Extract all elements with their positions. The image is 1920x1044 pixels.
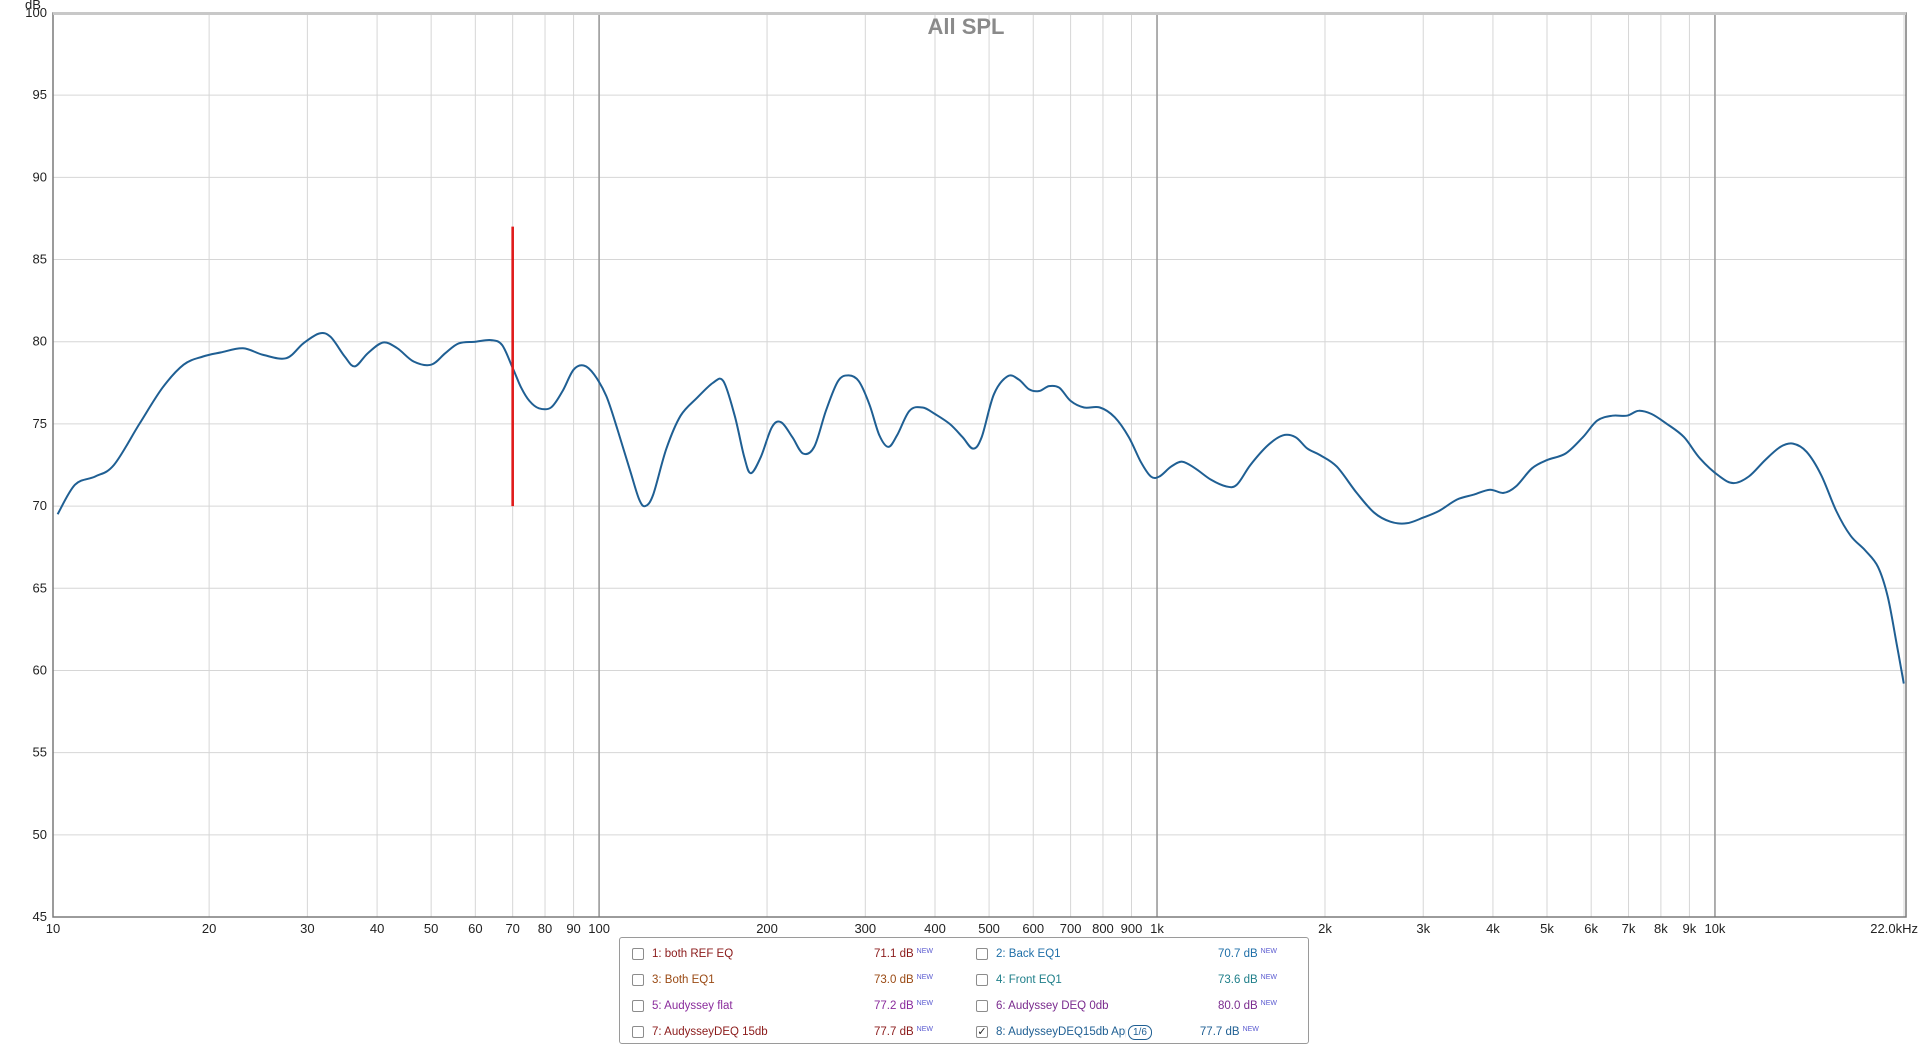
legend-checkbox[interactable] xyxy=(976,1000,988,1012)
legend-value: 77.2 dB xyxy=(874,1000,914,1012)
legend-label: 8: AudysseyDEQ15db App xyxy=(996,1026,1126,1038)
y-tick-label: 95 xyxy=(33,87,47,102)
legend-item[interactable]: 2: Back EQ1 70.7 dB NEW xyxy=(976,944,1277,964)
axis-tick-labels: 45 50 55 60 65 70 75 80 85 90 95 100 10 20 30 40 50 60 70 8… xyxy=(25,5,1918,936)
legend-checkbox[interactable] xyxy=(632,974,644,986)
x-tick-label: 500 xyxy=(978,921,1000,936)
new-badge: NEW xyxy=(916,947,933,955)
new-badge: NEW xyxy=(916,973,933,981)
x-tick-label: 3k xyxy=(1416,921,1430,936)
x-tick-label: 900 xyxy=(1121,921,1143,936)
y-tick-label: 100 xyxy=(25,5,47,20)
y-tick-label: 75 xyxy=(33,416,47,431)
x-tick-label: 60 xyxy=(468,921,482,936)
y-tick-label: 65 xyxy=(33,580,47,595)
x-tick-label: 20 xyxy=(202,921,216,936)
legend-checkbox[interactable] xyxy=(976,948,988,960)
legend-label: 3: Both EQ1 xyxy=(652,974,715,986)
legend-checkbox[interactable] xyxy=(632,1026,644,1038)
y-axis-unit-label: dB xyxy=(25,0,41,12)
x-tick-label: 1k xyxy=(1150,921,1164,936)
legend-item[interactable]: 7: AudysseyDEQ 15db 77.7 dB NEW xyxy=(632,1022,933,1042)
legend-value: 77.7 dB xyxy=(1199,1026,1240,1038)
legend-checkbox[interactable] xyxy=(976,974,988,986)
new-badge: NEW xyxy=(916,1025,933,1033)
chart-title: All SPL xyxy=(927,14,1004,39)
x-tick-label: 200 xyxy=(756,921,778,936)
legend-label: 6: Audyssey DEQ 0db xyxy=(996,1000,1109,1012)
y-tick-label: 70 xyxy=(33,498,47,513)
x-tick-label: 100 xyxy=(588,921,610,936)
legend-value: 80.0 dB xyxy=(1218,1000,1258,1012)
legend-label: 4: Front EQ1 xyxy=(996,974,1062,986)
x-tick-label: 7k xyxy=(1622,921,1636,936)
x-tick-label: 10k xyxy=(1704,921,1725,936)
x-tick-label: 300 xyxy=(854,921,876,936)
new-badge: NEW xyxy=(1260,999,1277,1007)
x-tick-label: 2k xyxy=(1318,921,1332,936)
legend-value: 71.1 dB xyxy=(874,948,914,960)
x-tick-label: 6k xyxy=(1584,921,1598,936)
series-line xyxy=(56,332,1905,684)
y-tick-label: 90 xyxy=(33,169,47,184)
legend-checkbox[interactable] xyxy=(632,948,644,960)
legend-item[interactable]: 6: Audyssey DEQ 0db 80.0 dB NEW xyxy=(976,996,1277,1016)
new-badge: NEW xyxy=(916,999,933,1007)
legend-item[interactable]: 5: Audyssey flat 77.2 dB NEW xyxy=(632,996,933,1016)
chart-grid xyxy=(53,12,1906,918)
x-tick-label: 600 xyxy=(1022,921,1044,936)
plot-top-border xyxy=(53,12,1906,15)
legend-item[interactable]: ✓ 8: AudysseyDEQ15db App 1/6 77.7 dB NEW xyxy=(976,1022,1259,1042)
legend-label: 5: Audyssey flat xyxy=(652,1000,733,1012)
x-tick-label: 5k xyxy=(1540,921,1554,936)
legend-label: 2: Back EQ1 xyxy=(996,948,1061,960)
legend-item[interactable]: 4: Front EQ1 73.6 dB NEW xyxy=(976,970,1277,990)
y-tick-label: 50 xyxy=(33,827,47,842)
new-badge: NEW xyxy=(1260,947,1277,955)
legend-label: 7: AudysseyDEQ 15db xyxy=(652,1026,768,1038)
legend-checkbox[interactable]: ✓ xyxy=(976,1025,988,1038)
new-badge: NEW xyxy=(1242,1025,1259,1033)
x-tick-label: 50 xyxy=(424,921,438,936)
y-tick-label: 80 xyxy=(33,334,47,349)
x-tick-label: 9k xyxy=(1683,921,1697,936)
x-tick-label: 22.0kHz xyxy=(1870,921,1918,936)
x-tick-label: 70 xyxy=(505,921,519,936)
legend-value: 77.7 dB xyxy=(874,1026,914,1038)
legend-item[interactable]: 1: both REF EQ 71.1 dB NEW xyxy=(632,944,933,964)
x-tick-label: 800 xyxy=(1092,921,1114,936)
smoothing-badge[interactable]: 1/6 xyxy=(1128,1024,1152,1040)
x-tick-label: 4k xyxy=(1486,921,1500,936)
legend-checkbox[interactable] xyxy=(632,1000,644,1012)
x-tick-label: 10 xyxy=(46,921,60,936)
legend-label: 1: both REF EQ xyxy=(652,948,734,960)
legend-value: 73.0 dB xyxy=(874,974,914,986)
x-tick-label: 700 xyxy=(1060,921,1082,936)
x-tick-label: 8k xyxy=(1654,921,1668,936)
y-tick-label: 85 xyxy=(33,252,47,267)
y-tick-label: 60 xyxy=(33,662,47,677)
legend-value: 73.6 dB xyxy=(1218,974,1258,986)
x-tick-label: 80 xyxy=(538,921,552,936)
x-tick-label: 30 xyxy=(300,921,314,936)
new-badge: NEW xyxy=(1260,973,1277,981)
legend-panel: 1: both REF EQ 71.1 dB NEW 2: Back EQ1 70.7 … xyxy=(619,937,1309,1044)
legend-item[interactable]: 3: Both EQ1 73.0 dB NEW xyxy=(632,970,933,990)
x-tick-label: 40 xyxy=(370,921,384,936)
x-tick-label: 400 xyxy=(924,921,946,936)
y-tick-label: 45 xyxy=(33,909,47,924)
series-layer xyxy=(56,332,1905,684)
legend-value: 70.7 dB xyxy=(1218,948,1258,960)
y-tick-label: 55 xyxy=(33,745,47,760)
x-tick-label: 90 xyxy=(566,921,580,936)
